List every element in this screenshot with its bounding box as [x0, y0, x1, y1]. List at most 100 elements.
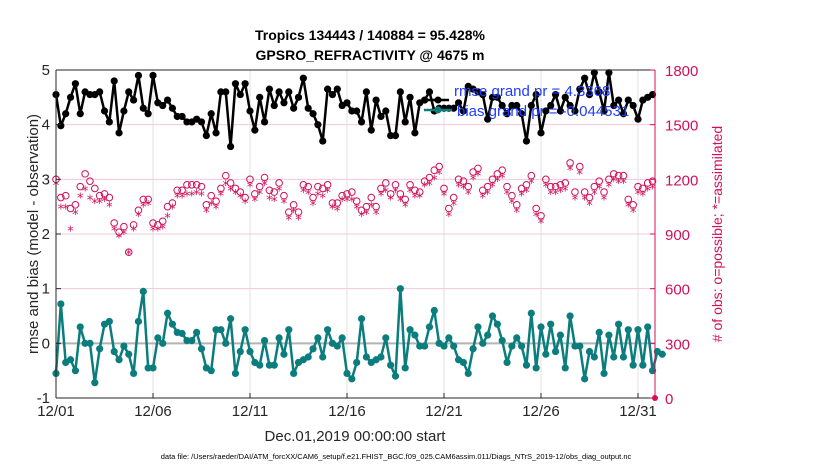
y-axis-label: rmse and bias (model - observation): [25, 114, 42, 354]
rmse-point: [168, 104, 176, 112]
rmse-point: [372, 96, 380, 104]
rmse-point: [246, 107, 254, 115]
bias-point: [188, 337, 196, 345]
obs-possible-marker: [391, 181, 400, 189]
bias-point: [125, 350, 133, 358]
bias-point: [134, 317, 143, 326]
obs-assimilated-marker: *: [475, 170, 482, 185]
obs-possible-marker: [576, 162, 584, 171]
obs-possible-marker: [183, 181, 191, 189]
rmse-point: [309, 110, 317, 118]
obs-possible-marker: [149, 219, 157, 227]
bias-point: [430, 306, 438, 315]
rmse-point: [227, 142, 235, 151]
obs-assimilated-marker: *: [174, 192, 181, 207]
obs-possible-marker: [251, 190, 259, 198]
obs-assimilated-marker: *: [290, 206, 297, 221]
rmse-point: [105, 118, 113, 126]
obs-assimilated-marker: *: [164, 212, 171, 227]
obs-assimilated-marker: *: [145, 199, 152, 214]
obs-possible-marker: [382, 179, 390, 187]
obs-assimilated-marker: *: [470, 173, 477, 188]
obs-assimilated-marker: *: [436, 168, 443, 183]
obs-possible-marker: [614, 171, 623, 180]
obs-assimilated-marker: *: [310, 199, 317, 214]
rmse-point: [551, 91, 560, 99]
obs-possible-marker: [289, 201, 298, 209]
rmse-point: [163, 96, 172, 104]
obs-assimilated-marker: *: [615, 177, 622, 192]
obs-assimilated-marker: *: [77, 192, 84, 207]
rmse-point: [66, 93, 75, 101]
bias-point: [260, 337, 269, 345]
bias-point: [590, 353, 598, 361]
obs-assimilated-marker: *: [368, 201, 375, 216]
obs-possible-marker: [420, 177, 429, 185]
bias-point: [178, 329, 186, 338]
obs-assimilated-marker: *: [460, 182, 467, 197]
bias-point: [644, 323, 652, 331]
obs-possible-marker: [445, 204, 453, 213]
obs-assimilated-marker: *: [266, 193, 273, 208]
obs-assimilated-marker: *: [611, 175, 618, 190]
obs-possible-marker: [600, 188, 608, 196]
bias-point: [241, 326, 249, 334]
obs-possible-marker: [221, 171, 230, 180]
rmse-point: [391, 132, 400, 140]
rmse-point: [197, 118, 206, 126]
rmse-point: [581, 74, 589, 82]
rmse-point: [493, 93, 501, 101]
bias-point: [159, 339, 167, 347]
obs-assimilated-marker: *: [329, 202, 336, 217]
obs-possible-marker: [595, 177, 604, 185]
rmse-point: [634, 115, 642, 123]
obs-assimilated-marker: *: [606, 181, 613, 196]
obs-possible-marker: [605, 175, 613, 184]
bias-point: [348, 375, 356, 383]
rmse-point: [125, 88, 133, 96]
obs-possible-marker: [634, 182, 642, 191]
bias-point: [532, 364, 540, 372]
obs-possible-marker: [430, 166, 439, 175]
rmse-point: [134, 71, 143, 80]
bias-point: [629, 361, 637, 369]
rmse-point: [319, 137, 327, 145]
obs-assimilated-marker: *: [504, 188, 511, 203]
bias-point: [227, 315, 235, 323]
bias-point: [391, 372, 400, 380]
obs-assimilated-marker: *: [349, 195, 356, 210]
obs-assimilated-marker: *: [426, 179, 433, 194]
rmse-point: [503, 110, 511, 118]
rmse-point: [518, 110, 526, 118]
obs-possible-marker: [158, 217, 167, 226]
obs-assimilated-marker: *: [455, 181, 462, 196]
bias-point: [440, 342, 448, 350]
bias-line: [54, 287, 663, 384]
obs-assimilated-marker: *: [237, 192, 244, 207]
rmse-point: [561, 93, 569, 101]
bias-point: [464, 369, 472, 377]
rmse-point: [542, 107, 550, 115]
bias-point: [290, 369, 298, 377]
bias-point: [338, 334, 346, 342]
obs-possible-marker: [280, 191, 288, 200]
bias-point: [522, 361, 531, 369]
obs-possible-marker: [323, 181, 332, 189]
obs-assimilated-marker: *: [324, 186, 331, 201]
obs-possible-marker: [542, 175, 550, 184]
obs-assimilated-marker: *: [130, 224, 137, 239]
bias-point: [197, 345, 206, 353]
obs-assimilated-marker: *: [213, 202, 220, 217]
x-tick-label: 12/11: [232, 403, 268, 420]
bias-point: [459, 358, 467, 367]
rmse-point: [595, 88, 603, 96]
obs-possible-marker: [406, 181, 414, 189]
rmse-point: [479, 91, 487, 99]
rmse-point: [285, 88, 293, 96]
rmse-point: [62, 110, 70, 118]
obs-possible-marker: [348, 188, 356, 196]
obs-possible-marker: [173, 186, 182, 195]
obs-assimilated-marker: *: [92, 197, 99, 212]
rmse-point: [556, 107, 565, 115]
obs-assimilated-marker: *: [82, 184, 89, 199]
